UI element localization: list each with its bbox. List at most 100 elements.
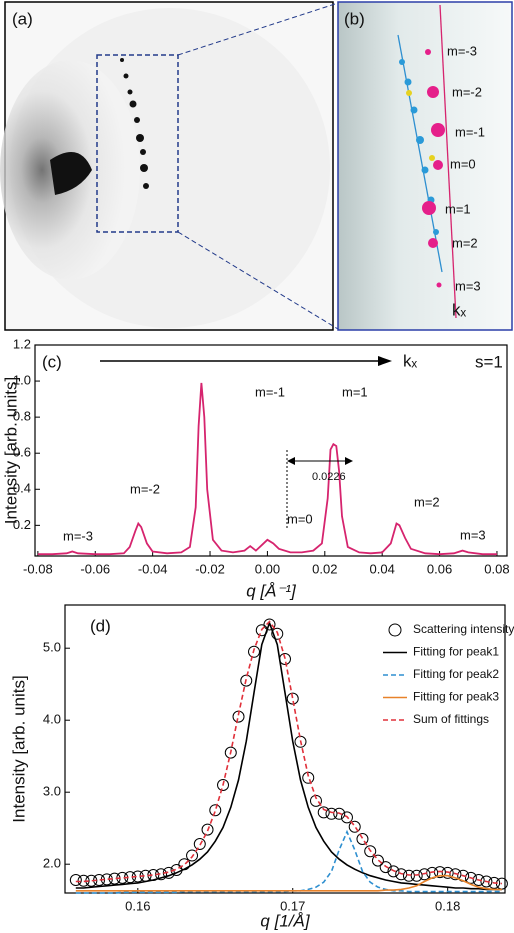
- spot-label: m=-3: [447, 43, 477, 58]
- x-tick-label: 0.16: [125, 898, 150, 913]
- plot-frame: [34, 344, 508, 557]
- plot-frame: [64, 604, 506, 894]
- data-line: [37, 382, 497, 556]
- blue-spots: [399, 59, 439, 235]
- legend-label: Scattering intensity: [413, 622, 514, 636]
- zoom-line: [177, 2, 339, 56]
- data-point: [472, 874, 485, 887]
- y-tick-label: 5.0: [43, 640, 61, 655]
- x-axis-label: q [1/Å]: [260, 911, 310, 930]
- fit-line: [439, 4, 457, 319]
- spot-label: m=0: [450, 156, 476, 171]
- spot-label: m=2: [452, 235, 478, 250]
- data-point: [348, 820, 361, 833]
- yellow-spots: [406, 90, 435, 161]
- y-tick-label: 1.0: [13, 373, 31, 388]
- annotation: m=-1: [255, 384, 285, 399]
- data-point: [387, 865, 400, 878]
- fit-line: [75, 829, 502, 894]
- annotation: m=3: [460, 527, 486, 542]
- panel-label: (b): [344, 9, 365, 28]
- data-point: [317, 806, 330, 819]
- annotation: m=0: [287, 511, 313, 526]
- x-tick-label: -0.08: [23, 561, 53, 576]
- data-point: [224, 746, 237, 759]
- x-axis-label: q [Å⁻¹]: [246, 581, 297, 600]
- panel-a: (a): [0, 1, 339, 331]
- arrow-head: [378, 356, 392, 366]
- fit-line: [75, 620, 502, 891]
- data-point: [263, 618, 276, 631]
- data-point: [480, 875, 493, 888]
- panel-label: (a): [12, 9, 33, 28]
- spot-label: m=1: [445, 201, 471, 216]
- x-tick-label: -0.02: [195, 561, 225, 576]
- x-tick-label: 0.08: [484, 561, 509, 576]
- x-tick-label: -0.04: [138, 561, 168, 576]
- data-point: [69, 874, 82, 887]
- data-point: [248, 645, 261, 658]
- data-point: [186, 849, 199, 862]
- legend-marker: [388, 623, 402, 637]
- y-tick-label: 3.0: [43, 784, 61, 799]
- data-point: [201, 823, 214, 836]
- y-axis-label: Intensity [arb. units]: [1, 377, 20, 524]
- fit-line: [75, 620, 502, 885]
- data-point: [279, 653, 291, 665]
- data-point: [193, 838, 206, 851]
- legend-label: Fitting for peak2: [413, 667, 499, 681]
- spot-label: m=-2: [452, 84, 482, 99]
- y-tick-label: 2.0: [43, 856, 61, 871]
- y-tick-label: 0.4: [13, 481, 31, 496]
- legend-label: Fitting for peak1: [413, 645, 499, 659]
- annotation: s=1: [475, 352, 503, 371]
- y-tick-label: 0.2: [13, 517, 31, 532]
- x-tick-label: 0.00: [255, 561, 280, 576]
- data-point: [371, 854, 384, 867]
- annotation: 0.0226: [312, 471, 346, 483]
- data-point: [325, 807, 338, 820]
- annotation: m=-3: [63, 528, 93, 543]
- beam-stop: [50, 152, 92, 195]
- pink-spots: [422, 49, 445, 288]
- data-point: [209, 804, 222, 817]
- data-point: [217, 779, 230, 791]
- x-tick-label: 0.17: [280, 898, 305, 913]
- data-point: [364, 845, 377, 858]
- data-point: [488, 876, 501, 889]
- panel-label: (c): [42, 352, 62, 371]
- spot-label: m=3: [455, 278, 481, 293]
- zoom-box: [96, 54, 179, 233]
- data-point: [379, 861, 392, 874]
- arrow-head: [287, 457, 295, 465]
- y-axis-label: Intensity [arb. units]: [9, 675, 28, 822]
- x-tick-label: 0.02: [312, 561, 337, 576]
- y-tick-label: 4.0: [43, 712, 61, 727]
- annotation: m=-2: [130, 481, 160, 496]
- x-tick-label: -0.06: [80, 561, 110, 576]
- zoom-line: [177, 231, 339, 330]
- y-tick-label: 1.2: [13, 336, 31, 351]
- panel-frame: [337, 1, 513, 331]
- data-point: [286, 692, 299, 705]
- data-point: [464, 871, 477, 884]
- panel-label: (d): [90, 616, 111, 635]
- y-tick-label: 0.8: [13, 409, 31, 424]
- data-point: [340, 811, 353, 824]
- annotation: kₓ: [403, 351, 418, 370]
- diffraction-spots: [120, 58, 149, 189]
- annotation: m=2: [414, 494, 440, 509]
- data-point: [240, 674, 253, 687]
- y-tick-label: 0.6: [13, 445, 31, 460]
- spot-label: kₓ: [452, 300, 467, 319]
- annotation: m=1: [342, 384, 368, 399]
- arrow-head: [345, 457, 353, 465]
- data-point: [449, 868, 462, 881]
- x-tick-label: 0.04: [370, 561, 395, 576]
- legend-label: Sum of fittings: [413, 712, 489, 726]
- data-point: [309, 794, 322, 807]
- data-point: [441, 866, 454, 879]
- x-tick-label: 0.06: [427, 561, 452, 576]
- data-point: [356, 833, 369, 845]
